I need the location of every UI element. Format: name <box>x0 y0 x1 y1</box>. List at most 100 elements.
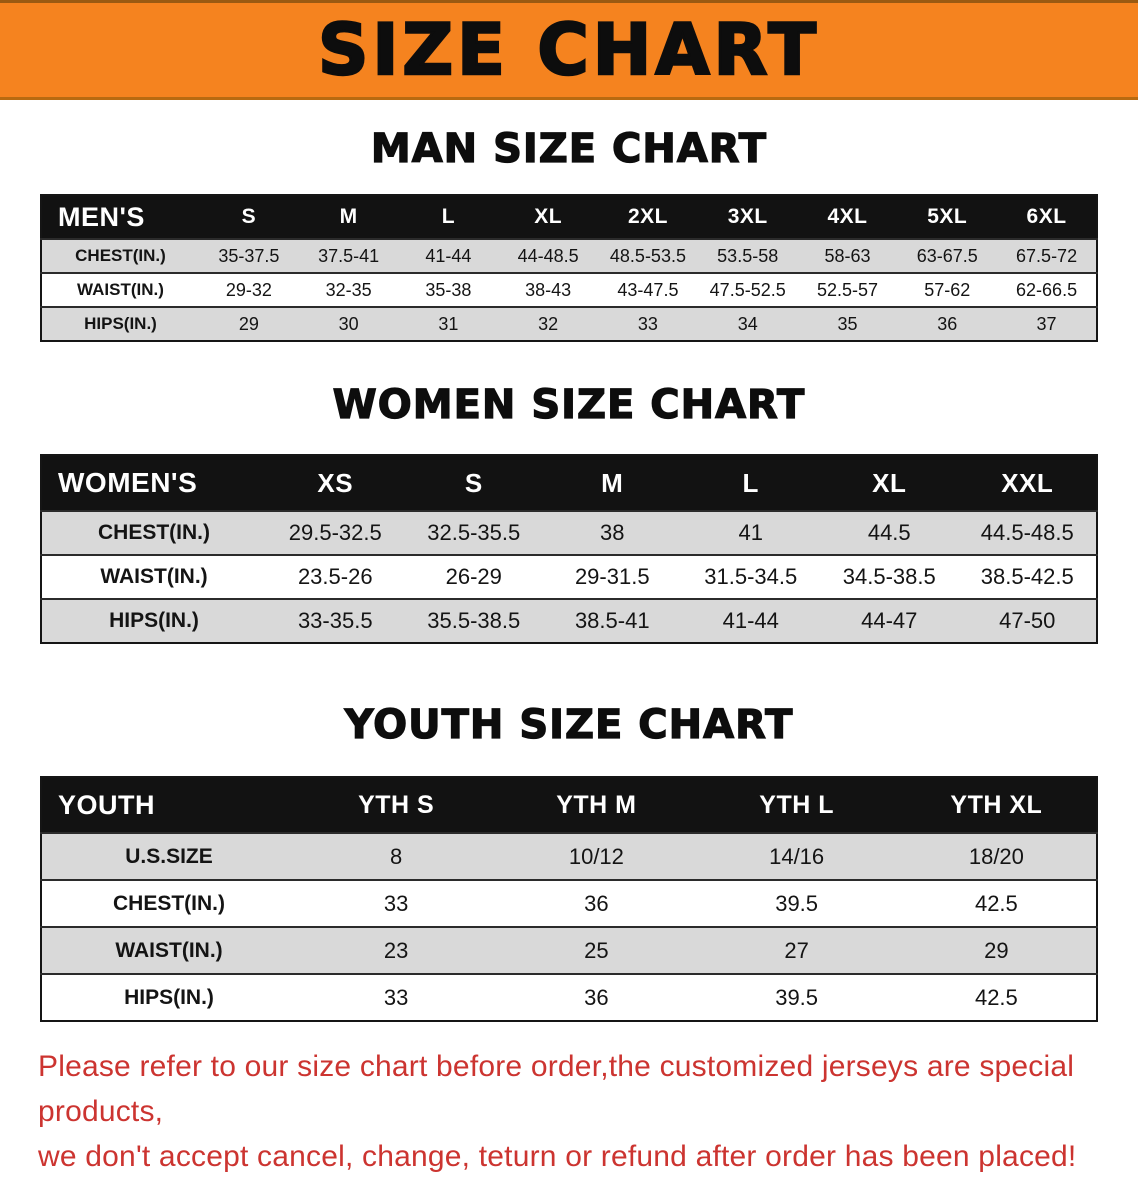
men-size-section: MAN SIZE CHART MEN'S S M L XL 2XL 3XL 4XL 5XL 6XL… <box>0 125 1138 342</box>
table-cell: 42.5 <box>974 890 1018 916</box>
row-label: CHEST(IN.) <box>75 246 166 265</box>
table-cell: 32.5-35.5 <box>427 520 521 545</box>
table-cell: 8 <box>390 843 403 869</box>
column-header: L <box>398 195 499 239</box>
men-size-table: MEN'S S M L XL 2XL 3XL 4XL 5XL 6XL CHEST(IN.) 35-37… <box>40 194 1098 342</box>
table-header-row: YOUTH YTH S YTH M YTH L YTH XL <box>41 777 1097 833</box>
table-row: CHEST(IN.) 33 36 39.5 42.5 <box>41 880 1097 927</box>
table-row: HIPS(IN.) 33-35.5 35.5-38.5 38.5-41 41-44 44-… <box>41 599 1097 643</box>
table-header-row: MEN'S S M L XL 2XL 3XL 4XL 5XL 6XL <box>41 195 1097 239</box>
row-label: U.S.SIZE <box>125 844 213 868</box>
column-header: 6XL <box>997 195 1097 239</box>
disclaimer: Please refer to our size chart before or… <box>38 1044 1100 1179</box>
youth-size-table: YOUTH YTH S YTH M YTH L YTH XL U.S.SIZE 8 10/12… <box>40 776 1098 1022</box>
table-cell: 34 <box>737 313 758 334</box>
table-head: MEN'S S M L XL 2XL 3XL 4XL 5XL 6XL <box>41 195 1097 239</box>
table-cell: 36 <box>584 890 609 916</box>
column-header: 2XL <box>598 195 698 239</box>
column-header: XXL <box>958 455 1097 511</box>
table-head: YOUTH YTH S YTH M YTH L YTH XL <box>41 777 1097 833</box>
table-cell: 10/12 <box>568 843 624 869</box>
table-cell: 29-31.5 <box>574 564 650 589</box>
men-section-heading: MAN SIZE CHART <box>370 125 768 172</box>
row-label: WAIST(IN.) <box>77 280 164 299</box>
table-cell: 53.5-58 <box>717 245 779 266</box>
table-cell: 23.5-26 <box>297 564 373 589</box>
table-cell: 27 <box>784 937 809 963</box>
table-cell: 41-44 <box>722 608 779 633</box>
table-cell: 29 <box>984 937 1009 963</box>
column-header: YTH S <box>296 777 497 833</box>
table-cell: 32-35 <box>325 279 372 300</box>
column-header: XL <box>498 195 599 239</box>
size-charts-main: MAN SIZE CHART MEN'S S M L XL 2XL 3XL 4XL 5XL 6XL… <box>0 125 1138 1022</box>
banner: SIZE CHART <box>0 0 1138 100</box>
table-row: WAIST(IN.) 29-32 32-35 35-38 38-43 43-47.5 47.… <box>41 273 1097 307</box>
table-cell: 29-32 <box>225 279 272 300</box>
disclaimer-line-1: Please refer to our size chart before or… <box>38 1050 1075 1128</box>
table-cell: 62-66.5 <box>1016 279 1078 300</box>
table-body: CHEST(IN.) 29.5-32.5 32.5-35.5 38 41 44.5 44.5… <box>41 511 1097 643</box>
table-cell: 48.5-53.5 <box>609 245 686 266</box>
column-header: YTH XL <box>896 777 1097 833</box>
table-cell: 31.5-34.5 <box>704 564 798 589</box>
table-cell: 57-62 <box>924 279 971 300</box>
table-title-cell: WOMEN'S <box>41 455 266 511</box>
column-header: M <box>543 455 682 511</box>
column-header: 4XL <box>797 195 898 239</box>
table-cell: 63-67.5 <box>916 245 978 266</box>
table-cell: 38 <box>600 520 625 545</box>
table-cell: 58-63 <box>824 245 871 266</box>
table-cell: 34.5-38.5 <box>842 564 936 589</box>
table-cell: 39.5 <box>775 984 819 1010</box>
table-cell: 39.5 <box>775 890 819 916</box>
table-cell: 44.5-48.5 <box>980 520 1074 545</box>
table-cell: 44.5 <box>867 520 911 545</box>
column-header: S <box>199 195 299 239</box>
table-cell: 35.5-38.5 <box>427 608 521 633</box>
table-cell: 36 <box>937 313 958 334</box>
table-cell: 41 <box>738 520 763 545</box>
column-header: YTH M <box>496 777 697 833</box>
column-header: M <box>298 195 399 239</box>
table-cell: 37 <box>1036 313 1057 334</box>
table-cell: 37.5-41 <box>318 245 380 266</box>
table-row: U.S.SIZE 8 10/12 14/16 18/20 <box>41 833 1097 880</box>
table-cell: 29 <box>238 313 259 334</box>
table-cell: 35-38 <box>425 279 472 300</box>
table-cell: 38.5-41 <box>574 608 650 633</box>
table-cell: 14/16 <box>769 843 825 869</box>
youth-size-section: YOUTH SIZE CHART YOUTH YTH S YTH M YTH L YTH… <box>0 701 1138 1022</box>
table-title-cell: YOUTH <box>41 777 296 833</box>
table-cell: 43-47.5 <box>617 279 679 300</box>
table-row: CHEST(IN.) 35-37.5 37.5-41 41-44 44-48.5 48.5… <box>41 239 1097 273</box>
table-cell: 29.5-32.5 <box>288 520 382 545</box>
table-cell: 44-47 <box>861 608 918 633</box>
women-section-heading: WOMEN SIZE CHART <box>332 381 806 428</box>
table-cell: 33-35.5 <box>297 608 373 633</box>
column-header: XS <box>266 455 405 511</box>
table-body: CHEST(IN.) 35-37.5 37.5-41 41-44 44-48.5 48.5… <box>41 239 1097 341</box>
table-cell: 31 <box>438 313 459 334</box>
table-title-cell: MEN'S <box>41 195 199 239</box>
row-label: CHEST(IN.) <box>113 891 225 915</box>
column-header: 3XL <box>697 195 798 239</box>
table-body: U.S.SIZE 8 10/12 14/16 18/20 CHEST(IN.) 33 36 39… <box>41 833 1097 1021</box>
disclaimer-line-2: we don't accept cancel, change, teturn o… <box>38 1140 1077 1173</box>
table-row: WAIST(IN.) 23.5-26 26-29 29-31.5 31.5-34.5 34… <box>41 555 1097 599</box>
table-cell: 33 <box>383 984 409 1010</box>
table-cell: 25 <box>584 937 609 963</box>
table-cell: 32 <box>538 313 559 334</box>
table-cell: 35-37.5 <box>218 245 280 266</box>
table-cell: 26-29 <box>445 564 502 589</box>
table-cell: 44-48.5 <box>517 245 579 266</box>
table-cell: 52.5-57 <box>816 279 878 300</box>
table-cell: 23 <box>383 937 409 963</box>
table-cell: 47-50 <box>999 608 1056 633</box>
table-row: WAIST(IN.) 23 25 27 29 <box>41 927 1097 974</box>
table-cell: 38.5-42.5 <box>980 564 1074 589</box>
table-cell: 36 <box>584 984 609 1010</box>
table-cell: 38-43 <box>525 279 572 300</box>
table-cell: 47.5-52.5 <box>709 279 786 300</box>
table-cell: 18/20 <box>968 843 1024 869</box>
